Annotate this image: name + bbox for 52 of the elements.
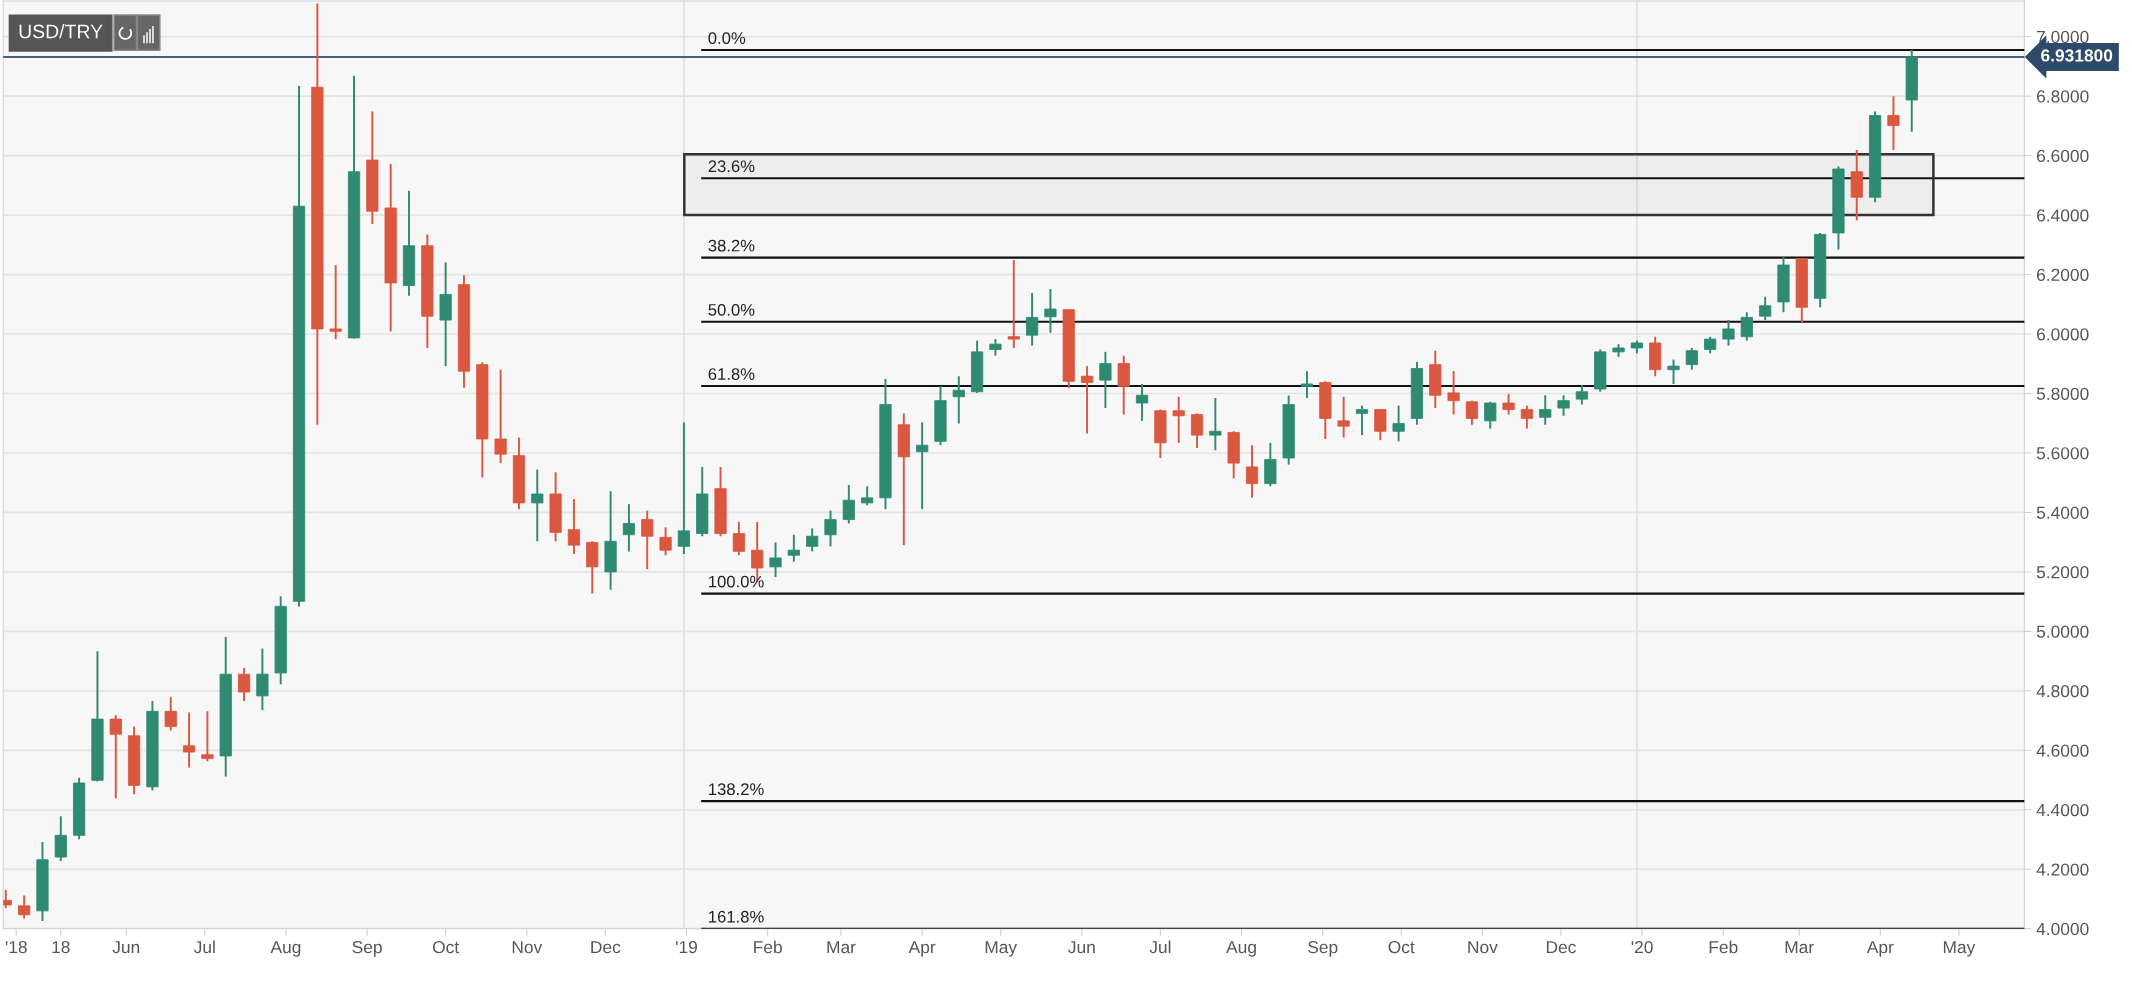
y-tick-label: 5.4000 (2036, 506, 2089, 519)
series-label: 38.2% (708, 239, 755, 252)
y-tick-label: 6.4000 (2037, 209, 2089, 222)
x-tick-label: Jul (193, 940, 215, 954)
y-tick-label: 4.2000 (2036, 863, 2089, 876)
x-tick-label: Apr (1866, 941, 1894, 957)
ref-line-label: 6.931800 (2041, 49, 2113, 62)
x-tick-label: May (1943, 941, 1976, 957)
y-tick-label: 6.6000 (2037, 149, 2089, 163)
y-tick-label: 5.2000 (2036, 566, 2089, 579)
y-tick-label: 5.6000 (2036, 447, 2089, 460)
x-tick-label: '18 (5, 940, 27, 954)
x-tick-label: '19 (676, 940, 697, 954)
x-tick-label: Oct (432, 940, 460, 954)
y-tick-label: 6.2000 (2037, 268, 2089, 282)
y-tick-label: 5.8000 (2036, 387, 2089, 400)
x-tick-label: Mar (827, 941, 856, 954)
x-tick-label: Apr (908, 941, 936, 957)
x-tick-label: Dec (591, 941, 621, 954)
x-tick-label: Oct (1388, 940, 1415, 954)
y-tick-label: 4.6000 (2036, 744, 2089, 757)
x-tick-label: Nov (1468, 941, 1498, 954)
y-tick-label: 7.0000 (2037, 30, 2089, 44)
y-tick-label: 4.0000 (2036, 922, 2089, 936)
series-label: 23.6% (708, 160, 755, 173)
x-tick-label: Sep (352, 940, 382, 957)
x-tick-label: Mar (1785, 941, 1814, 954)
x-tick-label: Jun (112, 941, 140, 954)
series-label: 161.8% (709, 910, 764, 923)
series-label: 100.0% (709, 575, 764, 588)
series-label: 61.8% (708, 368, 755, 380)
x-tick-label: 18 (52, 940, 70, 954)
x-tick-label: '20 (1631, 940, 1653, 954)
x-tick-label: Sep (1308, 940, 1338, 957)
x-tick-label: Aug (270, 941, 301, 957)
series-label: 138.2% (709, 783, 764, 796)
y-tick-label: 6.8000 (2037, 90, 2089, 103)
text: USD/TRY (19, 24, 103, 39)
series-label: 50.0% (708, 303, 755, 316)
x-tick-label: Dec (1546, 941, 1576, 954)
x-tick-label: Feb (754, 940, 782, 954)
x-tick-label: Jun (1068, 941, 1095, 954)
y-tick-label: 6.0000 (2037, 328, 2089, 341)
y-tick-label: 5.0000 (2036, 625, 2089, 638)
x-tick-label: Aug (1226, 941, 1256, 957)
series-label: 0.0% (708, 32, 746, 44)
x-tick-label: May (985, 941, 1018, 957)
x-tick-label: Feb (1709, 940, 1738, 954)
y-tick-label: 4.4000 (2036, 803, 2089, 817)
x-tick-label: Jul (1149, 940, 1171, 954)
x-tick-label: Nov (512, 941, 543, 954)
y-tick-label: 4.8000 (2036, 685, 2089, 698)
